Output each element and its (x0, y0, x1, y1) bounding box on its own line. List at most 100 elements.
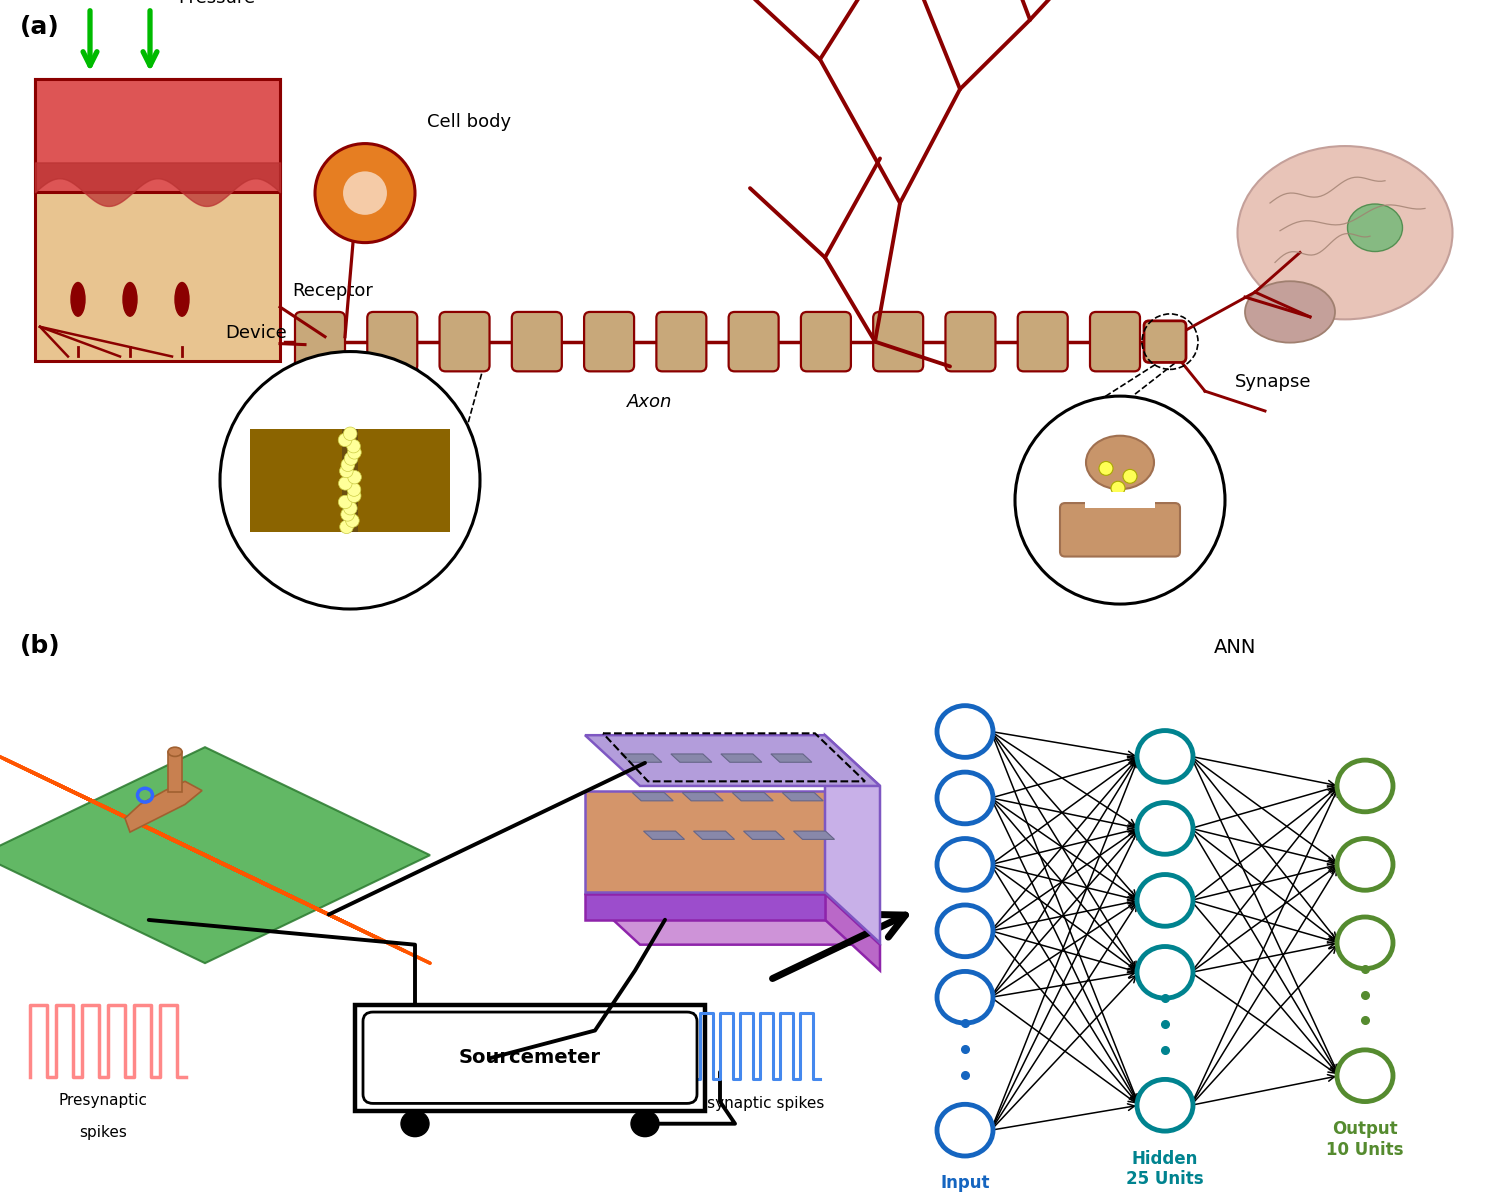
Circle shape (348, 489, 361, 503)
FancyBboxPatch shape (368, 312, 417, 372)
Circle shape (1336, 1050, 1394, 1101)
Text: Hidden
25 Units: Hidden 25 Units (1126, 1149, 1204, 1188)
Text: Output
10 Units: Output 10 Units (1326, 1120, 1404, 1159)
Ellipse shape (176, 283, 189, 316)
Ellipse shape (1347, 204, 1402, 252)
Polygon shape (124, 781, 202, 832)
FancyBboxPatch shape (657, 312, 706, 372)
Polygon shape (0, 747, 430, 963)
Circle shape (1100, 461, 1113, 476)
Polygon shape (585, 894, 825, 920)
Ellipse shape (123, 283, 136, 316)
Polygon shape (782, 793, 824, 801)
Ellipse shape (1245, 281, 1335, 342)
Polygon shape (744, 831, 784, 839)
Circle shape (342, 170, 388, 216)
Circle shape (346, 483, 362, 496)
Circle shape (339, 464, 352, 478)
Ellipse shape (70, 283, 86, 316)
FancyBboxPatch shape (356, 1005, 705, 1111)
Circle shape (1137, 1080, 1192, 1131)
Circle shape (938, 838, 993, 890)
Circle shape (340, 508, 354, 521)
Text: Presynaptic: Presynaptic (58, 1093, 147, 1109)
FancyBboxPatch shape (34, 79, 280, 361)
Circle shape (938, 772, 993, 824)
Polygon shape (670, 755, 712, 762)
FancyBboxPatch shape (1060, 503, 1180, 557)
Text: spikes: spikes (80, 1124, 128, 1140)
Ellipse shape (168, 747, 182, 757)
Text: ANN: ANN (1214, 638, 1255, 657)
FancyBboxPatch shape (440, 312, 489, 372)
Circle shape (938, 1104, 993, 1156)
FancyBboxPatch shape (945, 312, 996, 372)
Polygon shape (168, 752, 182, 793)
FancyBboxPatch shape (34, 79, 280, 192)
Text: (b): (b) (20, 634, 60, 658)
Text: Sourcemeter: Sourcemeter (459, 1048, 602, 1067)
Circle shape (344, 427, 357, 441)
Ellipse shape (1238, 147, 1452, 319)
Circle shape (1336, 760, 1394, 812)
Ellipse shape (1086, 436, 1154, 489)
Polygon shape (682, 793, 723, 801)
Polygon shape (771, 755, 812, 762)
Circle shape (1124, 470, 1137, 483)
FancyBboxPatch shape (873, 312, 922, 372)
Polygon shape (825, 894, 880, 970)
Text: Receptor: Receptor (292, 281, 374, 300)
Circle shape (1336, 838, 1394, 890)
FancyBboxPatch shape (342, 429, 358, 532)
FancyBboxPatch shape (1084, 492, 1155, 508)
Polygon shape (585, 735, 880, 786)
Polygon shape (632, 793, 674, 801)
Circle shape (1137, 946, 1192, 998)
FancyBboxPatch shape (296, 312, 345, 372)
Text: Device: Device (225, 324, 286, 342)
Circle shape (348, 471, 361, 484)
Circle shape (632, 1111, 658, 1137)
Circle shape (400, 1111, 429, 1137)
Text: (a): (a) (20, 14, 60, 39)
Circle shape (1112, 482, 1125, 495)
Circle shape (340, 458, 354, 472)
Circle shape (1137, 802, 1192, 855)
FancyBboxPatch shape (729, 312, 778, 372)
Circle shape (339, 520, 354, 534)
Circle shape (348, 446, 361, 459)
Polygon shape (585, 894, 880, 945)
Text: Axon: Axon (627, 393, 672, 411)
Text: Postsynaptic spikes: Postsynaptic spikes (675, 1095, 825, 1111)
Text: Input
784 Units: Input 784 Units (921, 1174, 1010, 1192)
Circle shape (339, 495, 352, 509)
Polygon shape (621, 755, 662, 762)
Circle shape (938, 971, 993, 1023)
FancyBboxPatch shape (1090, 312, 1140, 372)
Polygon shape (693, 831, 735, 839)
Polygon shape (794, 831, 834, 839)
FancyBboxPatch shape (1017, 312, 1068, 372)
Circle shape (220, 352, 480, 609)
Text: Pressure: Pressure (178, 0, 255, 7)
FancyBboxPatch shape (363, 1012, 698, 1104)
Text: Synapse: Synapse (1234, 373, 1311, 391)
Circle shape (345, 452, 358, 465)
Circle shape (1016, 396, 1226, 604)
Circle shape (345, 514, 358, 527)
Circle shape (1336, 917, 1394, 969)
FancyBboxPatch shape (1144, 321, 1186, 362)
Circle shape (339, 477, 352, 490)
FancyBboxPatch shape (512, 312, 562, 372)
Circle shape (1137, 875, 1192, 926)
Text: Cell body: Cell body (427, 113, 512, 131)
Polygon shape (585, 790, 825, 892)
Circle shape (938, 706, 993, 757)
Circle shape (346, 440, 360, 453)
Circle shape (1137, 731, 1192, 782)
Circle shape (338, 433, 352, 447)
Polygon shape (644, 831, 684, 839)
Polygon shape (722, 755, 762, 762)
Circle shape (938, 905, 993, 957)
Circle shape (344, 502, 357, 515)
